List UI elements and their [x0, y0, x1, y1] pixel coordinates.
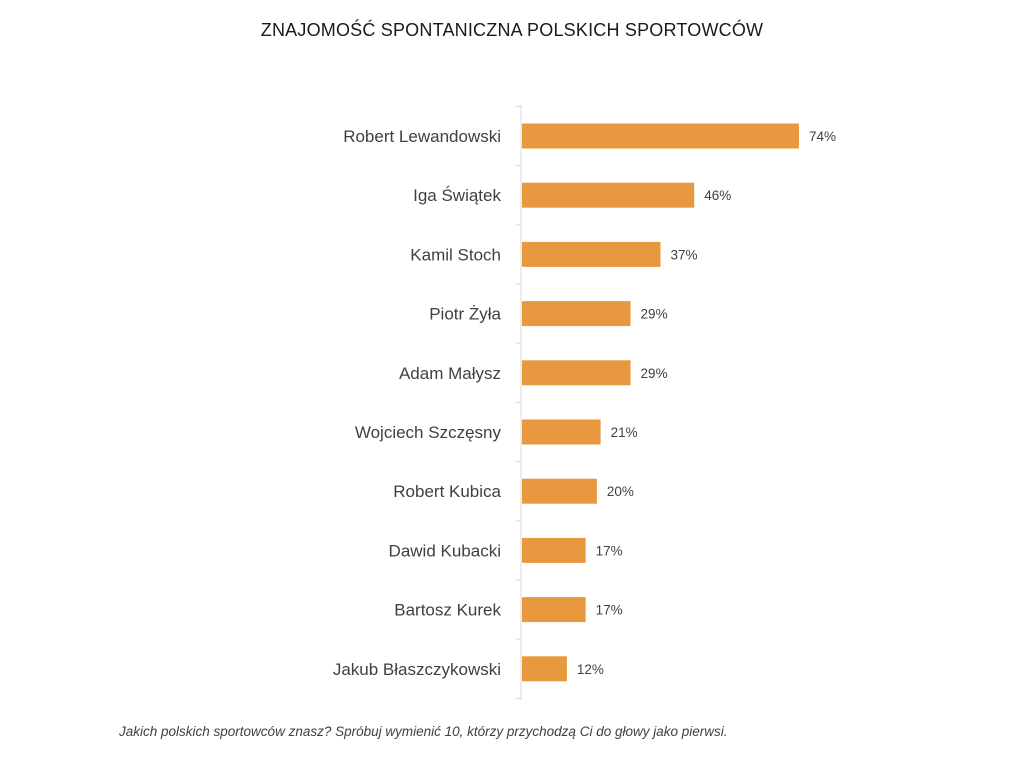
bar — [522, 301, 631, 327]
data-label: 21% — [611, 425, 638, 440]
bar — [522, 656, 567, 682]
data-label: 29% — [641, 366, 668, 381]
data-label: 74% — [809, 129, 836, 144]
data-label: 46% — [704, 188, 731, 203]
category-label: Kamil Stoch — [410, 245, 501, 264]
data-label: 12% — [577, 662, 604, 677]
chart-title: ZNAJOMOŚĆ SPONTANICZNA POLSKICH SPORTOWC… — [260, 20, 764, 40]
category-label: Dawid Kubacki — [389, 541, 501, 560]
category-label: Jakub Błaszczykowski — [333, 660, 501, 679]
labels-layer: Robert Lewandowski 74% Iga Świątek 46% Kamil… — [333, 127, 836, 679]
bar — [522, 123, 799, 149]
bar — [522, 182, 695, 208]
survey-question-footnote: Jakich polskich sportowców znasz? Spróbu… — [119, 724, 728, 739]
category-label: Iga Świątek — [413, 186, 501, 205]
bar — [522, 537, 586, 563]
category-label: Wojciech Szczęsny — [355, 423, 502, 442]
data-label: 17% — [596, 603, 623, 618]
data-label: 20% — [607, 484, 634, 499]
bar — [522, 419, 601, 445]
category-label: Piotr Żyła — [429, 305, 501, 324]
bar — [522, 360, 631, 386]
category-label: Bartosz Kurek — [394, 601, 501, 620]
data-label: 37% — [671, 247, 698, 262]
bar — [522, 478, 597, 504]
category-label: Robert Lewandowski — [343, 127, 501, 146]
bar — [522, 597, 586, 623]
bar — [522, 241, 661, 267]
axis-layer — [516, 105, 522, 700]
bars-layer — [522, 123, 799, 682]
data-label: 17% — [596, 543, 623, 558]
data-label: 29% — [641, 307, 668, 322]
category-label: Adam Małysz — [399, 364, 501, 383]
category-label: Robert Kubica — [393, 482, 501, 501]
